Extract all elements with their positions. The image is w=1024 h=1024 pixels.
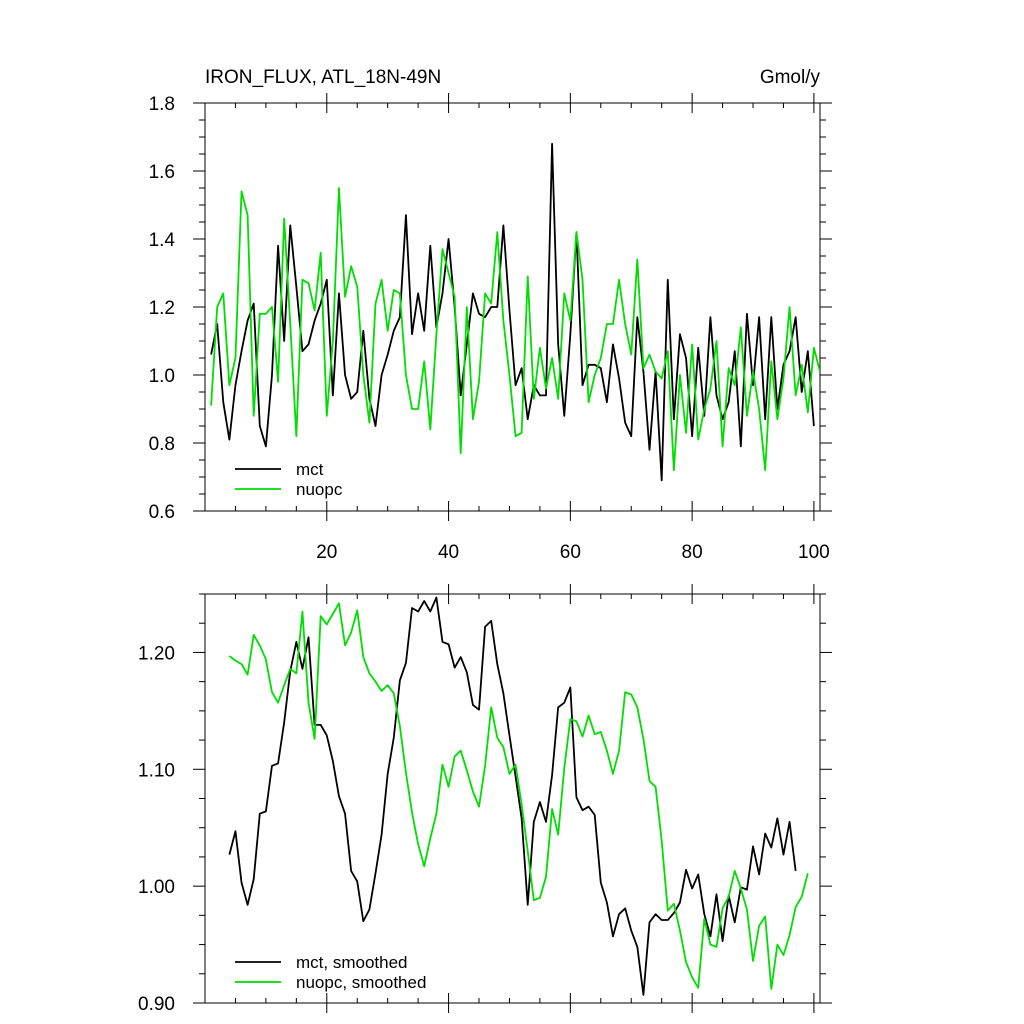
series-line-1 bbox=[210, 187, 820, 472]
y-tick-label: 1.8 bbox=[149, 94, 175, 115]
legend-label: nuopc, smoothed bbox=[296, 973, 426, 992]
x-tick-label: 100 bbox=[798, 542, 830, 563]
legend-label: mct, smoothed bbox=[296, 953, 408, 972]
legend-label: nuopc bbox=[296, 480, 343, 499]
x-tick-label: 80 bbox=[682, 542, 703, 563]
legend-label: mct bbox=[296, 460, 324, 479]
x-tick-label: 40 bbox=[438, 542, 459, 563]
plot-frame bbox=[204, 102, 821, 512]
units-label: Gmol/y bbox=[760, 67, 821, 88]
x-tick-label: 60 bbox=[560, 542, 581, 563]
series-line-0 bbox=[228, 596, 797, 996]
y-tick-label: 1.2 bbox=[149, 298, 175, 319]
y-tick-label: 1.10 bbox=[138, 760, 175, 781]
series-line-1 bbox=[228, 602, 809, 990]
y-tick-label: 1.0 bbox=[149, 366, 175, 387]
chart-title: IRON_FLUX, ATL_18N-49N bbox=[205, 67, 441, 88]
panel-top: 20 40 60 80 100 0.6 0.8 1.0 1.2 1.4 1.6 1.8 IRON_FLU… bbox=[149, 67, 832, 563]
y-tick-label: 0.8 bbox=[149, 434, 175, 455]
y-tick-label: 1.6 bbox=[149, 162, 175, 183]
y-tick-label: 1.00 bbox=[138, 877, 175, 898]
series-line-0 bbox=[210, 142, 815, 482]
y-tick-label: 0.6 bbox=[149, 502, 175, 523]
y-tick-label: 1.20 bbox=[138, 643, 175, 664]
y-tick-label: 0.90 bbox=[138, 994, 175, 1015]
x-tick-label: 20 bbox=[316, 542, 337, 563]
y-tick-label: 1.4 bbox=[149, 230, 176, 251]
